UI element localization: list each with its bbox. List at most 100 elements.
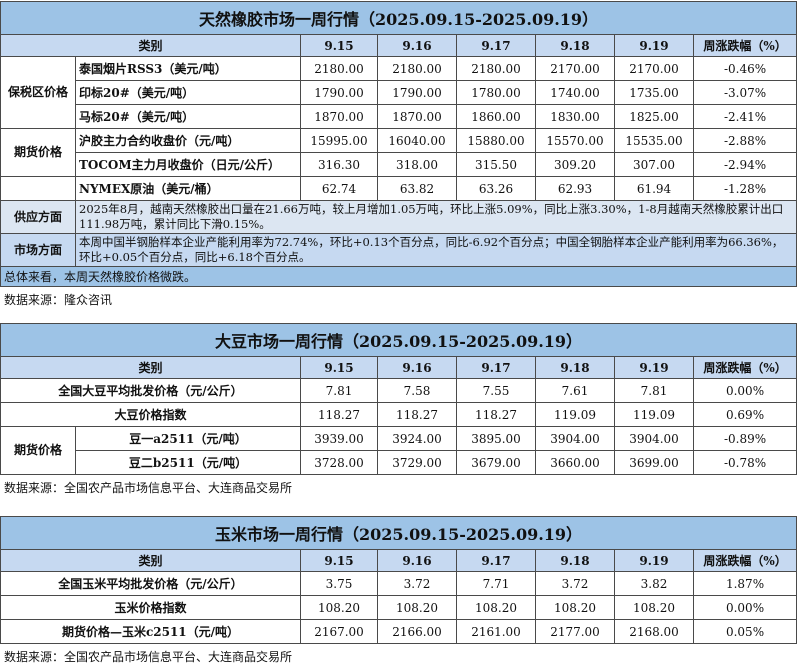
row-group-label: 保税区价格 xyxy=(0,56,76,129)
row-value: 3.75 xyxy=(300,571,378,596)
row-value: 1870.00 xyxy=(300,104,378,129)
row-value: 119.09 xyxy=(614,402,694,427)
data-source: 数据来源：隆众咨讯 xyxy=(4,293,113,307)
header-row: 类别 9.15 9.16 9.17 9.18 9.19 周涨跌幅（%） xyxy=(0,34,798,57)
header-change: 周涨跌幅（%） xyxy=(692,34,798,57)
row-change: 0.00% xyxy=(692,595,798,620)
row-value: 3.82 xyxy=(614,571,694,596)
header-change: 周涨跌幅（%） xyxy=(692,549,798,572)
corn-table: 玉米市场一周行情（2025.09.15-2025.09.19） 类别 9.15 9.1… xyxy=(0,516,798,644)
table-row: NYMEX原油（美元/桶） 62.74 63.82 63.26 62.93 61.94 -1… xyxy=(0,176,798,201)
row-value: 2180.00 xyxy=(300,56,378,81)
row-change: -2.41% xyxy=(692,104,798,129)
table-row: 期货价格 豆一a2511（元/吨） 3939.00 3924.00 3895.00 390… xyxy=(0,426,798,475)
table-row: 全国大豆平均批发价格（元/公斤） 7.81 7.58 7.55 7.61 7.81 0.00… xyxy=(0,378,798,403)
row-change: -0.46% xyxy=(692,56,798,81)
row-value: 3729.00 xyxy=(377,450,457,475)
row-item-label: NYMEX原油（美元/桶） xyxy=(75,176,301,201)
row-change: -3.07% xyxy=(692,80,798,105)
row-item-label: 期货价格—玉米c2511（元/吨） xyxy=(0,619,301,644)
row-item-label: 泰国烟片RSS3（美元/吨） xyxy=(75,56,301,81)
soybean-market-section: 大豆市场一周行情（2025.09.15-2025.09.19） 类别 9.15 9.1… xyxy=(0,323,798,496)
row-item-label: 全国玉米平均批发价格（元/公斤） xyxy=(0,571,301,596)
title-row: 天然橡胶市场一周行情（2025.09.15-2025.09.19） xyxy=(0,1,798,35)
header-date: 9.16 xyxy=(377,549,457,572)
row-value: 7.81 xyxy=(614,378,694,403)
header-date: 9.17 xyxy=(456,549,536,572)
header-date: 9.15 xyxy=(300,356,378,379)
row-value: 62.93 xyxy=(535,176,615,201)
row-value: 16040.00 xyxy=(377,128,457,153)
row-value: 7.58 xyxy=(377,378,457,403)
row-value: 2167.00 xyxy=(300,619,378,644)
row-value: 7.55 xyxy=(456,378,536,403)
table-row: 保税区价格 泰国烟片RSS3（美元/吨） 2180.00 2180.00 2180.00… xyxy=(0,56,798,129)
market-label: 市场方面 xyxy=(0,233,76,267)
row-value: 15995.00 xyxy=(300,128,378,153)
row-group-label xyxy=(0,176,76,201)
header-row: 类别 9.15 9.16 9.17 9.18 9.19 周涨跌幅（%） xyxy=(0,356,798,379)
row-group-label: 期货价格 xyxy=(0,128,76,177)
row-value: 3924.00 xyxy=(377,426,457,451)
row-value: 118.27 xyxy=(300,402,378,427)
summary-row: 总体来看，本周天然橡胶价格微跌。 xyxy=(0,266,798,287)
row-change: -2.94% xyxy=(692,152,798,177)
row-value: 15535.00 xyxy=(614,128,694,153)
row-item-label: 豆二b2511（元/吨） xyxy=(75,450,301,475)
row-value: 1790.00 xyxy=(377,80,457,105)
header-date: 9.16 xyxy=(377,34,457,57)
row-item-label: 马标20#（美元/吨） xyxy=(75,104,301,129)
row-change: 0.05% xyxy=(692,619,798,644)
row-value: 15880.00 xyxy=(456,128,536,153)
row-value: 3.72 xyxy=(377,571,457,596)
row-value: 3699.00 xyxy=(614,450,694,475)
title-row: 大豆市场一周行情（2025.09.15-2025.09.19） xyxy=(0,323,798,357)
supply-row: 供应方面 2025年8月，越南天然橡胶出口量在21.66万吨，较上月增加1.05万… xyxy=(0,200,798,234)
row-change: 1.87% xyxy=(692,571,798,596)
row-value: 2170.00 xyxy=(614,56,694,81)
table-row: 期货价格 沪胶主力合约收盘价（元/吨） 15995.00 16040.00 15880.… xyxy=(0,128,798,177)
row-value: 15570.00 xyxy=(535,128,615,153)
table-row: 大豆价格指数 118.27 118.27 118.27 119.09 119.09 0.69… xyxy=(0,402,798,427)
row-value: 1790.00 xyxy=(300,80,378,105)
row-value: 3904.00 xyxy=(535,426,615,451)
row-change: 0.69% xyxy=(692,402,798,427)
summary-text: 总体来看，本周天然橡胶价格微跌。 xyxy=(0,266,798,287)
table-row: 玉米价格指数 108.20 108.20 108.20 108.20 108.20 0.00… xyxy=(0,595,798,620)
title-row: 玉米市场一周行情（2025.09.15-2025.09.19） xyxy=(0,516,798,550)
soybean-table: 大豆市场一周行情（2025.09.15-2025.09.19） 类别 9.15 9.1… xyxy=(0,323,798,475)
header-date: 9.19 xyxy=(614,34,694,57)
row-value: 315.50 xyxy=(456,152,536,177)
row-value: 7.71 xyxy=(456,571,536,596)
table-title: 天然橡胶市场一周行情（2025.09.15-2025.09.19） xyxy=(0,1,798,35)
row-item-label: 大豆价格指数 xyxy=(0,402,301,427)
supply-text: 2025年8月，越南天然橡胶出口量在21.66万吨，较上月增加1.05万吨，环比… xyxy=(74,200,798,234)
row-value: 1740.00 xyxy=(535,80,615,105)
rubber-market-section: 天然橡胶市场一周行情（2025.09.15-2025.09.19） 类别 9.15 9… xyxy=(0,1,798,308)
row-value: 3679.00 xyxy=(456,450,536,475)
header-date: 9.16 xyxy=(377,356,457,379)
row-value: 1780.00 xyxy=(456,80,536,105)
header-category: 类别 xyxy=(0,549,301,572)
header-date: 9.18 xyxy=(535,356,615,379)
row-value: 2168.00 xyxy=(614,619,694,644)
row-value: 1870.00 xyxy=(377,104,457,129)
row-value: 3660.00 xyxy=(535,450,615,475)
row-value: 3.72 xyxy=(535,571,615,596)
row-value: 2177.00 xyxy=(535,619,615,644)
row-value: 108.20 xyxy=(535,595,615,620)
table-row: 豆二b2511（元/吨） 3728.00 3729.00 3679.00 3660.00… xyxy=(1,450,798,475)
row-value: 108.20 xyxy=(456,595,536,620)
table-row: 期货价格—玉米c2511（元/吨） 2167.00 2166.00 2161.00 21… xyxy=(0,619,798,644)
header-category: 类别 xyxy=(0,356,301,379)
header-category: 类别 xyxy=(0,34,301,57)
row-value: 318.00 xyxy=(377,152,457,177)
row-value: 108.20 xyxy=(377,595,457,620)
row-change: -1.28% xyxy=(692,176,798,201)
table-row: TOCOM主力月收盘价（日元/公斤） 316.30 318.00 315.50 309.… xyxy=(1,152,798,177)
header-date: 9.19 xyxy=(614,356,694,379)
header-change: 周涨跌幅（%） xyxy=(692,356,798,379)
row-item-label: 玉米价格指数 xyxy=(0,595,301,620)
row-value: 2166.00 xyxy=(377,619,457,644)
table-row: 全国玉米平均批发价格（元/公斤） 3.75 3.72 7.71 3.72 3.82 1.87… xyxy=(0,571,798,596)
